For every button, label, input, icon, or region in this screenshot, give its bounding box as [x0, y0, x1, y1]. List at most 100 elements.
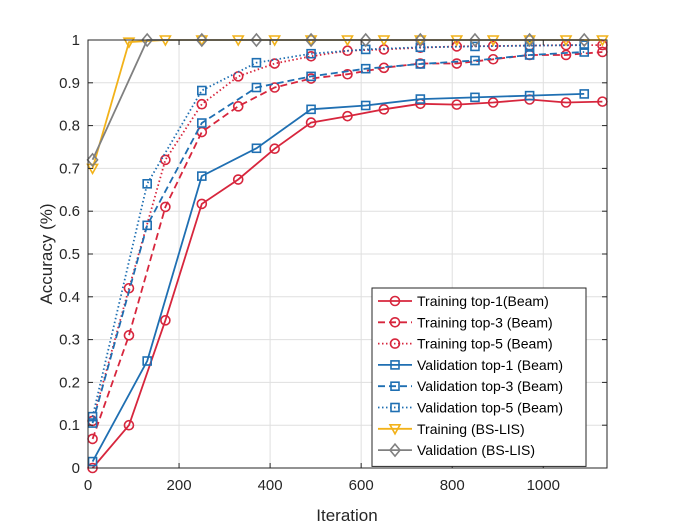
data-point	[123, 419, 135, 431]
data-point	[306, 104, 316, 115]
series-5	[87, 40, 590, 422]
x-tick-label: 400	[258, 477, 283, 494]
data-point	[87, 411, 98, 422]
x-tick-label: 0	[84, 477, 92, 494]
data-point	[251, 143, 262, 154]
series-3	[87, 89, 590, 467]
data-point	[197, 171, 207, 181]
data-point	[269, 143, 280, 155]
data-point	[142, 356, 152, 366]
data-point	[378, 104, 390, 115]
data-point	[560, 49, 572, 61]
y-tick-label: 0.6	[59, 203, 80, 220]
legend-marker	[388, 423, 402, 436]
y-tick-label: 0.5	[59, 246, 80, 263]
data-point	[360, 100, 371, 111]
data-point	[195, 32, 208, 48]
data-point	[524, 50, 535, 60]
data-point	[305, 32, 318, 48]
data-point	[197, 118, 207, 128]
legend-marker	[389, 316, 401, 328]
data-point	[579, 89, 590, 99]
data-point	[524, 90, 535, 101]
data-point	[306, 71, 316, 82]
series-line	[91, 44, 603, 422]
axes: 0 200 400 600 800 1000 0 0.1 0.2 0.3 0.4 0.5 0.6 0.7 0…	[59, 32, 608, 494]
data-point	[86, 152, 99, 168]
data-point	[579, 40, 590, 50]
data-point	[470, 41, 480, 52]
data-point	[342, 68, 353, 80]
legend-entry: Validation top-5 (Beam)	[378, 400, 563, 416]
y-axis-title: Accuracy (%)	[37, 203, 56, 304]
legend-entry: Training (BS-LIS)	[378, 421, 525, 437]
data-point	[160, 201, 171, 213]
data-point	[232, 101, 244, 112]
data-point	[360, 63, 371, 74]
legend-entry: Training top-3 (Beam)	[378, 314, 553, 330]
data-point	[524, 40, 535, 51]
data-point	[579, 47, 590, 57]
y-tick-label: 0	[72, 460, 80, 477]
data-point	[196, 198, 208, 210]
data-point	[142, 220, 152, 231]
data-point	[306, 48, 316, 59]
data-point	[305, 117, 317, 128]
data-point	[122, 37, 136, 49]
series-line	[91, 51, 603, 440]
data-point	[470, 92, 480, 103]
legend-marker	[388, 442, 402, 458]
data-point	[359, 32, 372, 48]
data-point	[414, 32, 427, 48]
legend: Training top-1(Beam) Training top-3 (Beam…	[371, 287, 587, 467]
y-tick-label: 0.1	[59, 417, 80, 434]
x-tick-label: 200	[167, 477, 192, 494]
legend-entry: Validation (BS-LIS)	[378, 442, 535, 458]
legend-marker	[389, 338, 401, 349]
legend-label: Validation (BS-LIS)	[417, 442, 535, 458]
data-point	[251, 57, 262, 68]
y-tick-label: 1	[72, 32, 80, 49]
legend-label: Training top-5 (Beam)	[417, 336, 553, 352]
data-point	[87, 418, 98, 428]
data-point	[560, 97, 572, 108]
series-line	[91, 93, 585, 463]
y-tick-label: 0.2	[59, 374, 80, 391]
data-point	[160, 315, 171, 326]
legend-marker	[390, 402, 400, 413]
y-tick-label: 0.3	[59, 332, 80, 349]
legend-marker	[390, 360, 400, 370]
x-axis-title: Iteration	[316, 506, 377, 525]
data-point	[451, 99, 463, 110]
legend-entry: Training top-1(Beam)	[378, 293, 549, 309]
data-point	[123, 330, 135, 341]
data-point	[196, 98, 208, 110]
legend-label: Training top-3 (Beam)	[417, 314, 553, 330]
data-point	[269, 58, 280, 69]
data-point	[415, 42, 426, 53]
legend-label: Validation top-5 (Beam)	[417, 400, 563, 416]
data-point	[87, 456, 98, 467]
x-tick-label: 800	[440, 477, 465, 494]
data-point	[415, 59, 426, 69]
y-tick-label: 0.8	[59, 118, 80, 135]
data-point	[415, 94, 426, 104]
data-point	[250, 32, 263, 48]
y-tick-label: 0.9	[59, 75, 80, 92]
legend-label: Training (BS-LIS)	[417, 421, 525, 437]
series-line	[91, 98, 603, 469]
legend-box	[371, 287, 587, 467]
x-tick-label: 600	[349, 477, 374, 494]
data-point	[269, 82, 280, 93]
data-point	[160, 154, 171, 166]
legend-entry: Training top-5 (Beam)	[378, 336, 553, 352]
legend-marker	[390, 381, 400, 392]
data-point	[487, 97, 499, 108]
data-point	[523, 32, 536, 48]
data-point	[232, 174, 244, 185]
legend-marker	[389, 295, 401, 307]
data-point	[451, 58, 463, 69]
legend-entry: Validation top-3 (Beam)	[378, 378, 563, 394]
data-point	[197, 85, 207, 96]
